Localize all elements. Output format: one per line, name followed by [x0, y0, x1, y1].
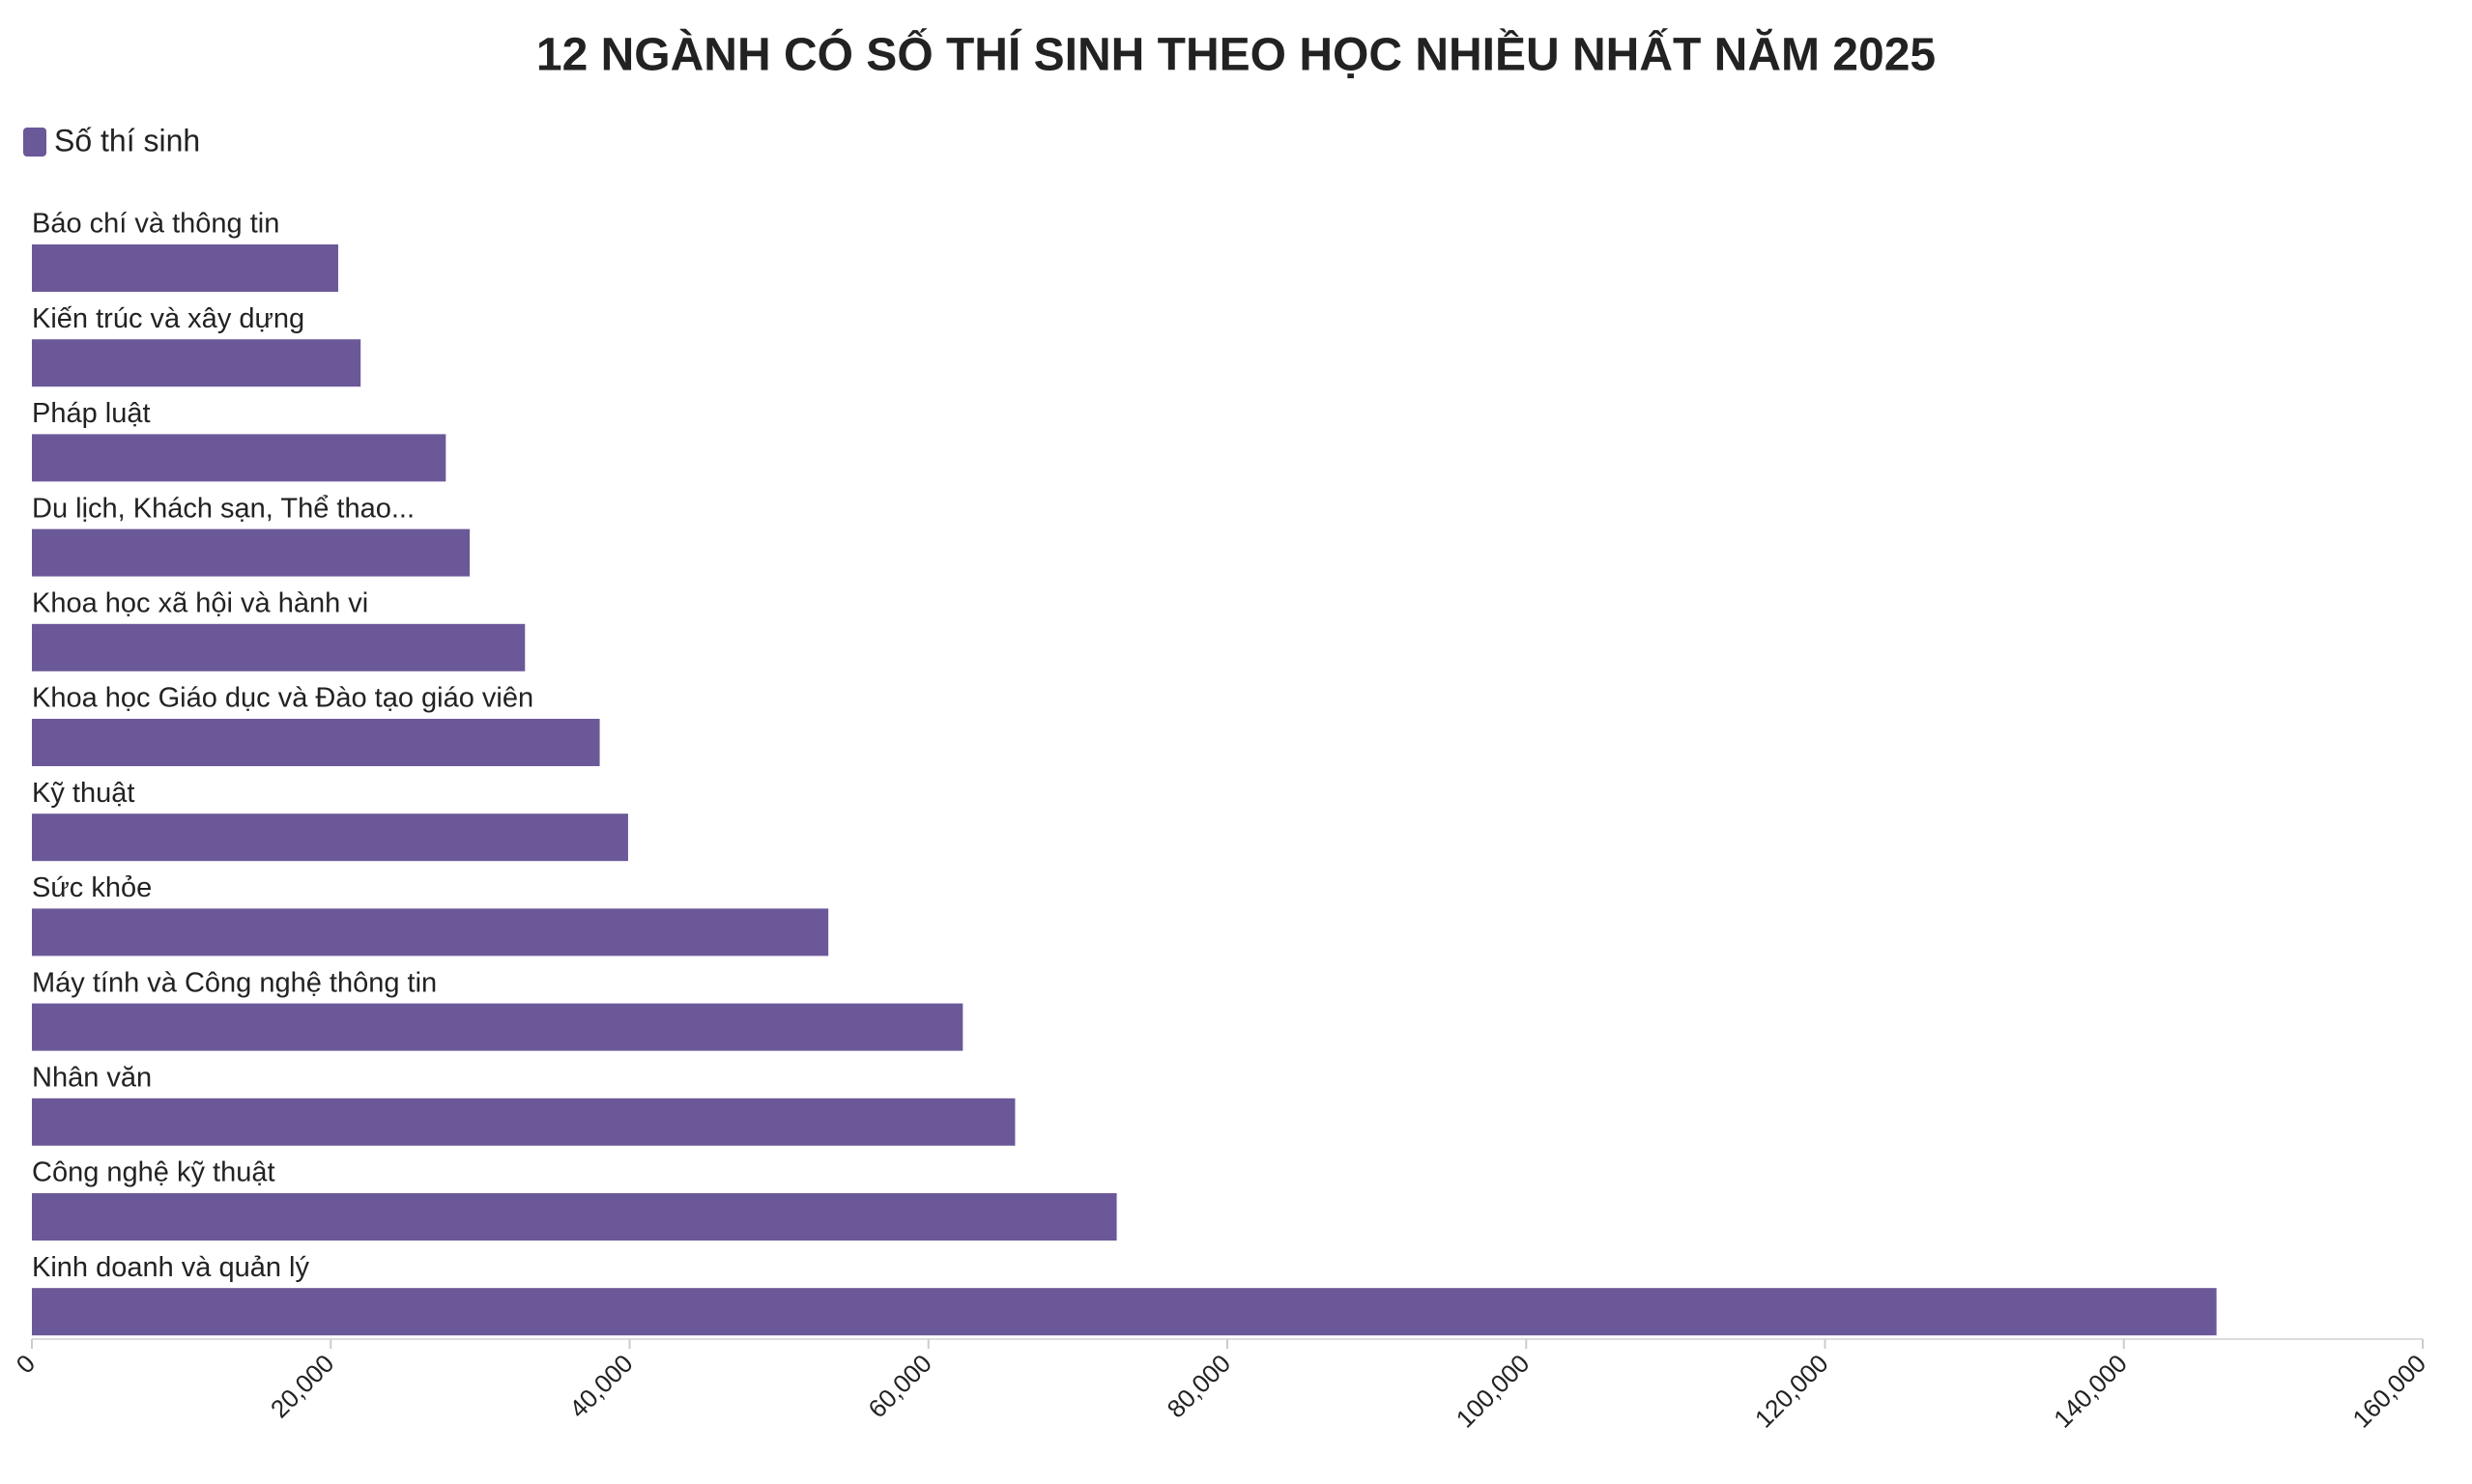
bar — [32, 908, 829, 956]
bar — [32, 1098, 1016, 1146]
chart-title: 12 NGÀNH CÓ SỐ THÍ SINH THEO HỌC NHIỀU N… — [536, 28, 1936, 81]
category-label: Kinh doanh và quản lý — [32, 1252, 309, 1283]
category-label: Kỹ thuật — [32, 778, 134, 809]
legend-label: Số thí sinh — [54, 123, 200, 157]
category-label: Khoa học Giáo dục và Đào tạo giáo viên — [32, 683, 533, 714]
bar — [32, 1193, 1117, 1241]
bar — [32, 623, 526, 671]
bar — [32, 528, 471, 577]
bar — [32, 339, 361, 387]
bar — [32, 244, 338, 292]
legend-swatch — [23, 128, 46, 157]
bar — [32, 434, 446, 482]
category-label: Máy tính và Công nghệ thông tin — [32, 967, 437, 998]
category-label: Báo chí và thông tin — [32, 209, 279, 240]
bar — [32, 813, 628, 862]
bar — [32, 1288, 2217, 1336]
bar — [32, 1003, 963, 1051]
category-label: Sức khỏe — [32, 872, 152, 903]
category-label: Khoa học xã hội và hành vi — [32, 587, 368, 618]
category-label: Pháp luật — [32, 398, 151, 429]
category-label: Công nghệ kỹ thuật — [32, 1157, 275, 1188]
bar — [32, 719, 600, 766]
category-label: Du lịch, Khách sạn, Thể thao... — [32, 493, 415, 524]
category-label: Nhân văn — [32, 1062, 152, 1093]
category-label: Kiến trúc và xây dựng — [32, 303, 304, 334]
